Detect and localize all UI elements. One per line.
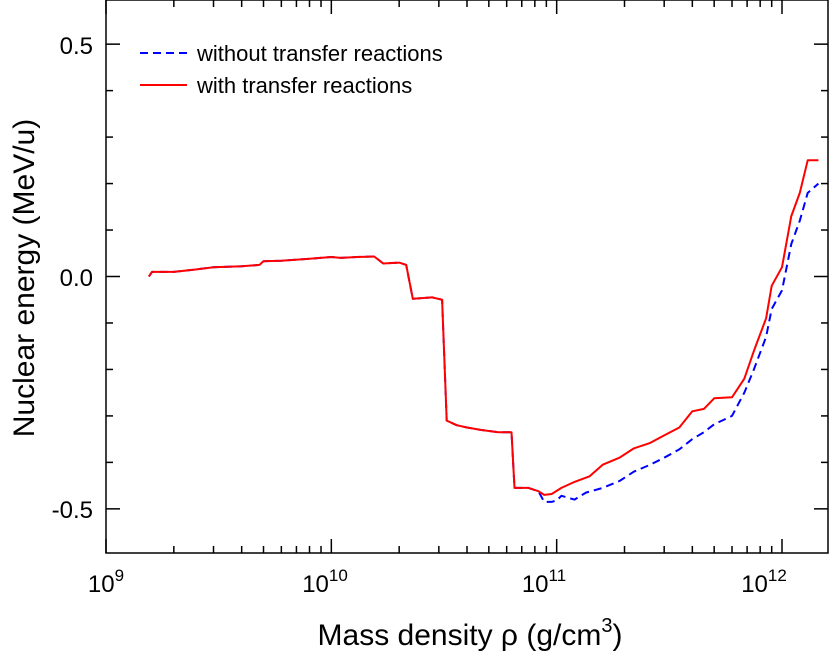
legend-label-with-transfer: with transfer reactions bbox=[196, 73, 412, 98]
legend: without transfer reactions with transfer… bbox=[140, 41, 443, 98]
x-tick-label-1e12: 1012 bbox=[741, 566, 787, 598]
y-tick-label-minus-0.5: -0.5 bbox=[52, 497, 93, 524]
y-tick-label-0.0: 0.0 bbox=[60, 265, 93, 292]
y-axis-label: Nuclear energy (MeV/u) bbox=[8, 119, 41, 437]
series-layer bbox=[148, 159, 820, 503]
legend-label-without-transfer: without transfer reactions bbox=[196, 41, 443, 66]
x-tick-label-1e9: 109 bbox=[88, 566, 124, 598]
series-line-with-transfer bbox=[148, 159, 819, 496]
plot-area bbox=[105, 0, 829, 554]
tick-marks bbox=[105, 0, 828, 553]
x-axis-label: Mass density ρ (g/cm3) bbox=[318, 615, 623, 652]
y-tick-label-0.5: 0.5 bbox=[60, 33, 93, 60]
x-tick-label-1e11: 1011 bbox=[522, 566, 566, 598]
x-tick-label-1e10: 1010 bbox=[302, 566, 348, 598]
